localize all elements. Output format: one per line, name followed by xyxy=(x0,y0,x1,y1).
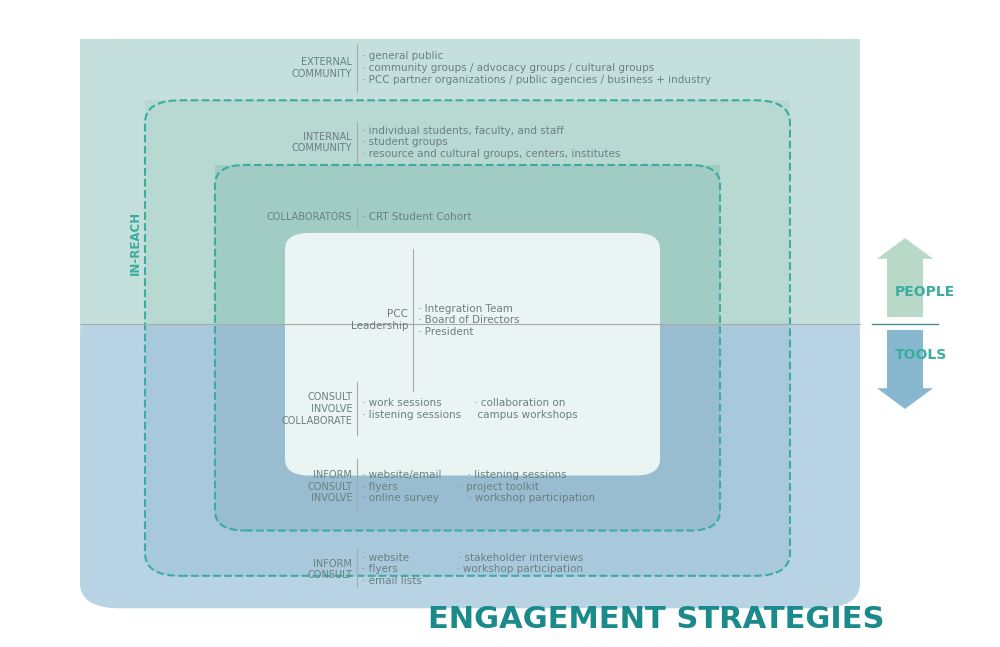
FancyBboxPatch shape xyxy=(145,311,790,576)
Polygon shape xyxy=(877,330,933,409)
Text: INTERNAL
COMMUNITY: INTERNAL COMMUNITY xyxy=(292,131,352,153)
Text: · work sessions          · collaboration on
· listening sessions     campus work: · work sessions · collaboration on · lis… xyxy=(362,398,578,420)
Text: · general public
· community groups / advocacy groups / cultural groups
· PCC pa: · general public · community groups / ad… xyxy=(362,51,711,85)
FancyBboxPatch shape xyxy=(80,39,860,608)
Bar xyxy=(145,100,790,324)
FancyBboxPatch shape xyxy=(215,165,720,531)
Text: · website/email        · listening sessions
· flyers                   · project: · website/email · listening sessions · f… xyxy=(362,470,595,503)
FancyBboxPatch shape xyxy=(215,311,720,531)
Polygon shape xyxy=(877,238,933,317)
Text: EXTERNAL
COMMUNITY: EXTERNAL COMMUNITY xyxy=(292,57,352,79)
Text: · website               · stakeholder interviews
· flyers                  · wor: · website · stakeholder interviews · fly… xyxy=(362,553,583,586)
Text: · individual students, faculty, and staff
· student groups
· resource and cultur: · individual students, faculty, and staf… xyxy=(362,126,620,159)
Text: INFORM
CONSULT: INFORM CONSULT xyxy=(307,558,352,580)
Text: TOOLS: TOOLS xyxy=(895,347,947,362)
FancyBboxPatch shape xyxy=(285,233,660,476)
FancyBboxPatch shape xyxy=(145,100,790,576)
Text: IN-REACH: IN-REACH xyxy=(128,210,142,275)
Text: OUT-REACH: OUT-REACH xyxy=(66,143,80,219)
Text: · Integration Team
· Board of Directors
· President: · Integration Team · Board of Directors … xyxy=(418,303,520,337)
FancyBboxPatch shape xyxy=(80,311,860,608)
Text: COLLABORATORS: COLLABORATORS xyxy=(267,212,352,222)
Bar xyxy=(215,165,720,324)
Text: ENGAGEMENT STRATEGIES: ENGAGEMENT STRATEGIES xyxy=(428,606,885,634)
Bar xyxy=(80,39,860,324)
Text: PEOPLE: PEOPLE xyxy=(895,285,955,300)
Text: CONSULT
INVOLVE
COLLABORATE: CONSULT INVOLVE COLLABORATE xyxy=(281,392,352,426)
Text: INFORM
CONSULT
INVOLVE: INFORM CONSULT INVOLVE xyxy=(307,470,352,503)
Text: · CRT Student Cohort: · CRT Student Cohort xyxy=(362,212,472,222)
Text: PCC
Leadership: PCC Leadership xyxy=(351,309,408,331)
